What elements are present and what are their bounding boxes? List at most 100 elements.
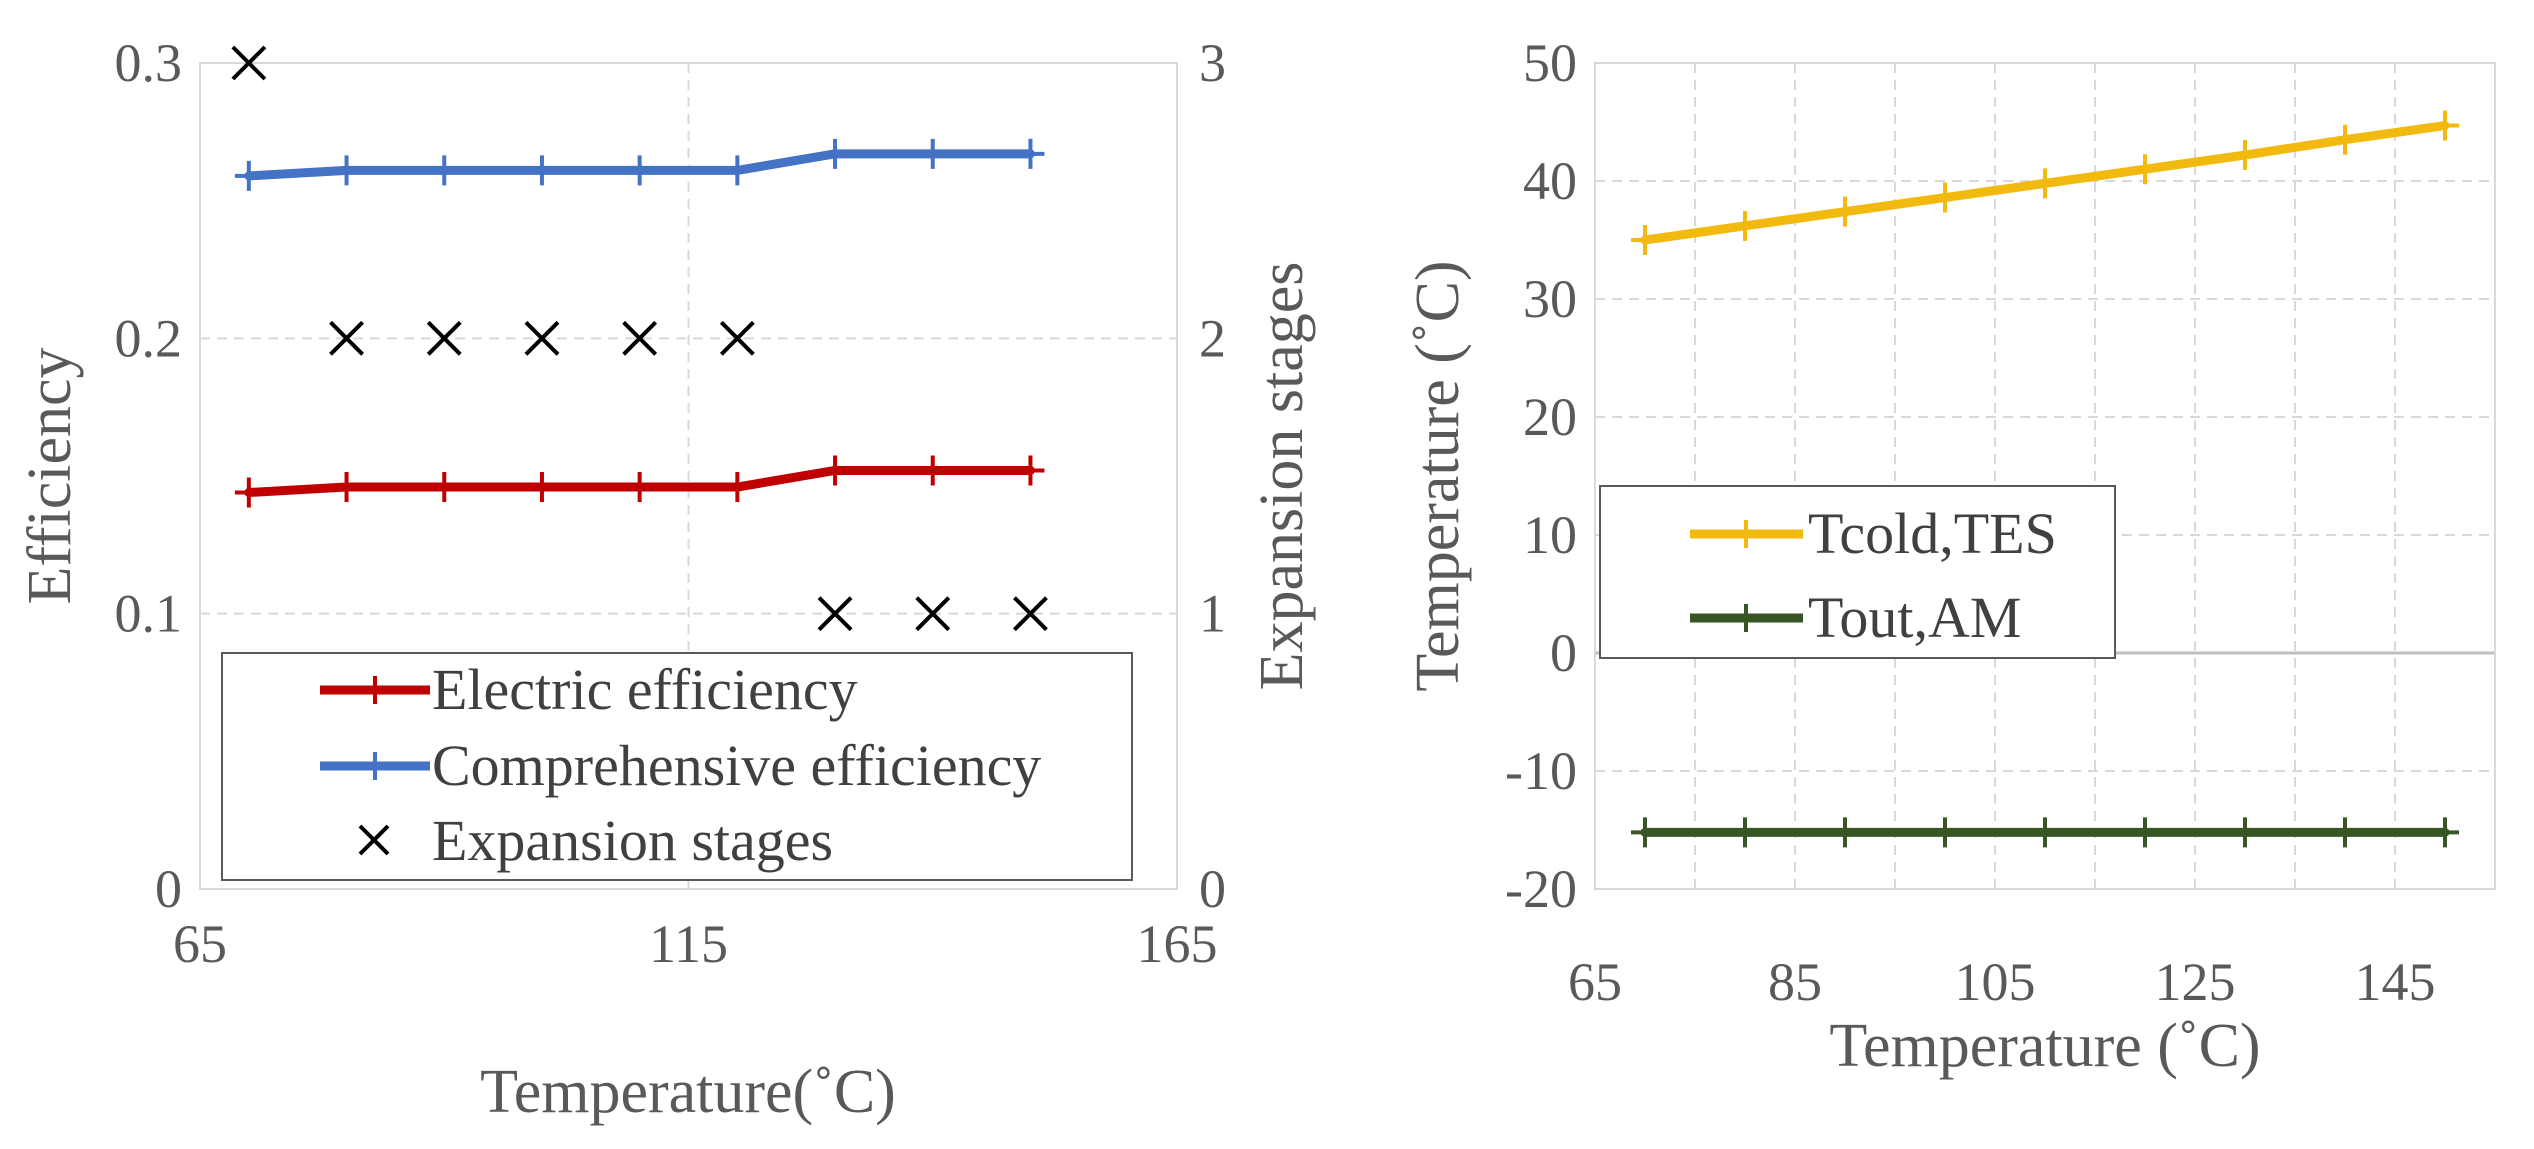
- y-tick-label: 10: [1523, 505, 1577, 565]
- data-point-expansion-stages: [231, 45, 267, 81]
- x-tick-label: 85: [1768, 952, 1822, 1012]
- legend-marker-tcold: [1732, 520, 1760, 548]
- data-point-tcold-tes: [2431, 110, 2459, 141]
- x-tick-label: 65: [1568, 952, 1622, 1012]
- data-point-tcold-tes: [1631, 225, 1659, 255]
- legend-label-expansion: Expansion stages: [432, 808, 833, 873]
- legend-marker-tout: [1732, 604, 1760, 632]
- y-tick-label: 40: [1523, 151, 1577, 211]
- data-point-comprehensive-efficiency: [918, 138, 947, 169]
- data-point-electric-efficiency: [332, 472, 361, 503]
- x-tick-label: 145: [2355, 952, 2436, 1012]
- legend-label-tout: Tout,AM: [1808, 585, 2021, 650]
- data-point-tcold-tes: [1931, 182, 1959, 213]
- x-tick-label: 125: [2155, 952, 2236, 1012]
- y-tick-label: 20: [1523, 387, 1577, 447]
- data-point-comprehensive-efficiency: [430, 155, 459, 186]
- expansion-y2-axis-title: Expansion stages: [1248, 262, 1316, 691]
- legend-marker-comprehensive: [361, 752, 389, 780]
- efficiency-plot-area: [199, 62, 1178, 890]
- data-point-tcold-tes: [2131, 154, 2159, 185]
- expansion-y2-axis-ticks: 0 1 2 3: [1199, 33, 1226, 919]
- x-tick-label: 115: [649, 914, 728, 974]
- data-point-tout-am: [2231, 817, 2259, 848]
- data-point-expansion-stages: [622, 320, 658, 356]
- data-point-comprehensive-efficiency: [821, 138, 850, 169]
- legend-label-comprehensive: Comprehensive efficiency: [432, 733, 1041, 798]
- y2-tick-label: 2: [1199, 308, 1226, 368]
- temperature-plot-area: [1594, 62, 2496, 890]
- y-tick-label: 0.1: [115, 584, 183, 644]
- data-point-tout-am: [2431, 817, 2459, 848]
- efficiency-chart: 0 0.1 0.2 0.3 0 1 2 3 65 115 165 Tempera…: [16, 33, 1316, 1126]
- efficiency-legend: Electric efficiency Comprehensive effici…: [221, 652, 1133, 881]
- x-tick-label: 105: [1955, 952, 2036, 1012]
- temperature-chart-series: [1631, 110, 2459, 848]
- data-point-expansion-stages: [426, 320, 462, 356]
- data-point-comprehensive-efficiency: [332, 155, 361, 186]
- data-point-tcold-tes: [2031, 168, 2059, 199]
- data-point-tout-am: [2031, 817, 2059, 848]
- temperature-chart: -20 -10 0 10 20 30 40 50 65 85 105 125 1…: [1404, 33, 2496, 1080]
- data-point-comprehensive-efficiency: [234, 160, 263, 191]
- data-point-electric-efficiency: [430, 472, 459, 503]
- y2-tick-label: 1: [1199, 584, 1226, 644]
- data-point-electric-efficiency: [234, 477, 263, 508]
- data-point-electric-efficiency: [527, 472, 556, 503]
- temperature-x-axis-title: Temperature (˚C): [1829, 1012, 2260, 1080]
- data-point-electric-efficiency: [1016, 455, 1045, 486]
- legend-marker-expansion: [358, 824, 390, 856]
- data-point-expansion-stages: [719, 320, 755, 356]
- y-tick-label: -10: [1505, 741, 1577, 801]
- x-tick-label: 165: [1137, 914, 1218, 974]
- efficiency-chart-series: [231, 45, 1048, 632]
- data-point-electric-efficiency: [723, 472, 752, 503]
- data-point-electric-efficiency: [918, 455, 947, 486]
- legend-box: [1599, 485, 2116, 659]
- efficiency-x-axis-ticks: 65 115 165: [173, 914, 1218, 974]
- data-point-tcold-tes: [1731, 210, 1759, 241]
- temperature-y-axis-title: Temperature (˚C): [1404, 260, 1472, 691]
- y-tick-label: 0.3: [115, 33, 183, 93]
- legend-marker-electric: [361, 676, 389, 704]
- y-tick-label: -20: [1505, 859, 1577, 919]
- y-tick-label: 30: [1523, 269, 1577, 329]
- legend-label-electric: Electric efficiency: [432, 657, 858, 722]
- data-point-comprehensive-efficiency: [1016, 138, 1045, 169]
- data-point-tout-am: [1631, 817, 1659, 848]
- legend-label-tcold: Tcold,TES: [1808, 501, 2057, 566]
- y-tick-label: 0: [1550, 623, 1577, 683]
- data-point-tcold-tes: [1831, 196, 1859, 227]
- data-point-tout-am: [2131, 817, 2159, 848]
- data-point-comprehensive-efficiency: [527, 155, 556, 186]
- data-point-electric-efficiency: [821, 455, 850, 486]
- efficiency-y-axis-ticks: 0 0.1 0.2 0.3: [115, 33, 183, 919]
- temperature-legend: Tcold,TES Tout,AM: [1599, 485, 2116, 659]
- efficiency-x-axis-title: Temperature(˚C): [480, 1058, 896, 1126]
- data-point-comprehensive-efficiency: [723, 155, 752, 186]
- y-tick-label: 50: [1523, 33, 1577, 93]
- data-point-expansion-stages: [817, 596, 853, 632]
- temperature-y-axis-ticks: -20 -10 0 10 20 30 40 50: [1505, 33, 1577, 919]
- y2-tick-label: 3: [1199, 33, 1226, 93]
- y2-tick-label: 0: [1199, 859, 1226, 919]
- y-tick-label: 0: [155, 859, 182, 919]
- x-tick-label: 65: [173, 914, 227, 974]
- data-point-tcold-tes: [2331, 124, 2359, 155]
- data-point-tout-am: [1731, 817, 1759, 848]
- data-point-electric-efficiency: [625, 472, 654, 503]
- data-point-expansion-stages: [915, 596, 951, 632]
- data-point-tcold-tes: [2231, 140, 2259, 171]
- data-point-tout-am: [2331, 817, 2359, 848]
- data-point-comprehensive-efficiency: [625, 155, 654, 186]
- data-point-expansion-stages: [329, 320, 364, 356]
- data-point-tout-am: [1931, 817, 1959, 848]
- temperature-x-axis-ticks: 65 85 105 125 145: [1568, 952, 2436, 1012]
- efficiency-y-axis-title: Efficiency: [16, 347, 84, 604]
- data-point-expansion-stages: [524, 320, 560, 356]
- y-tick-label: 0.2: [115, 308, 183, 368]
- data-point-tout-am: [1831, 817, 1859, 848]
- data-point-expansion-stages: [1013, 596, 1048, 632]
